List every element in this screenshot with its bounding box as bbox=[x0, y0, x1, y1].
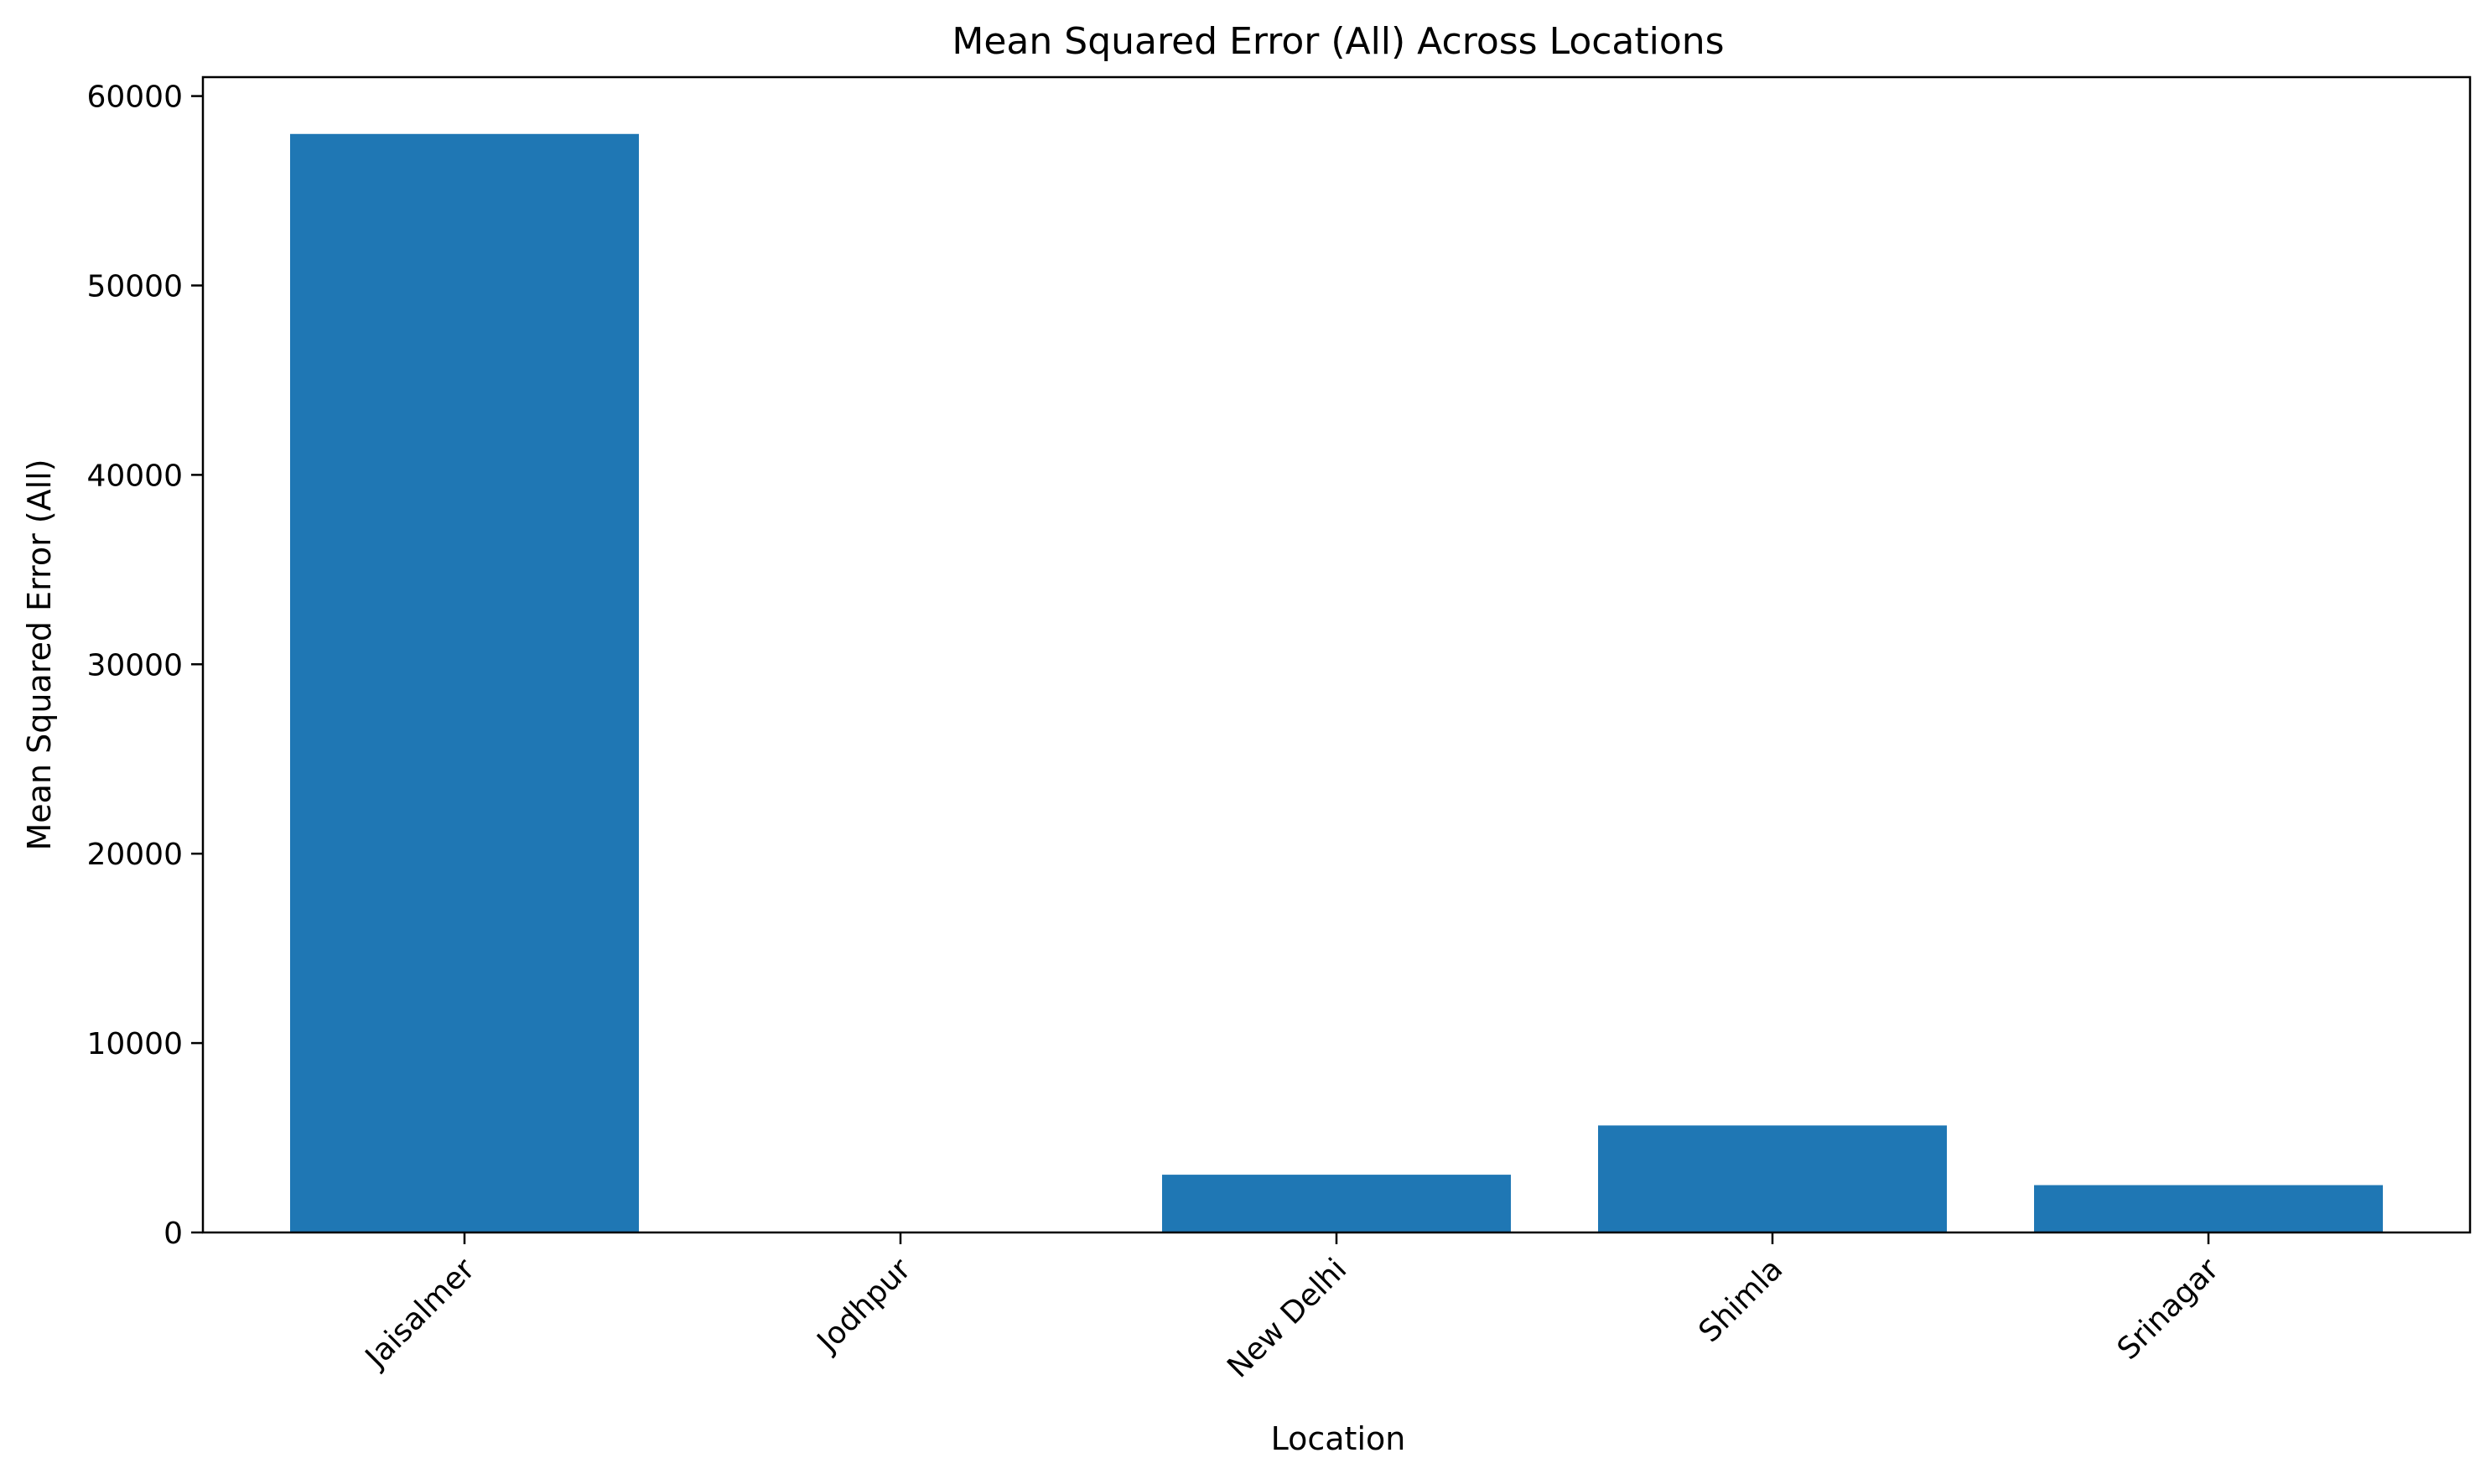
chart-title: Mean Squared Error (All) Across Location… bbox=[952, 20, 1724, 63]
bar-new-delhi bbox=[1162, 1175, 1511, 1232]
y-tick-label: 60000 bbox=[86, 80, 183, 115]
bar-srinagar bbox=[2034, 1186, 2383, 1232]
y-axis-label: Mean Squared Error (All) bbox=[21, 459, 58, 850]
x-axis-label: Location bbox=[1271, 1420, 1406, 1457]
y-tick-label: 10000 bbox=[86, 1027, 183, 1061]
y-tick-label: 40000 bbox=[86, 459, 183, 493]
bar-shimla bbox=[1598, 1125, 1947, 1232]
y-tick-label: 30000 bbox=[86, 648, 183, 682]
y-tick-label: 50000 bbox=[86, 269, 183, 304]
y-tick-label: 0 bbox=[163, 1217, 183, 1251]
y-tick-label: 20000 bbox=[86, 838, 183, 872]
bar-jaisalmer bbox=[290, 134, 639, 1232]
